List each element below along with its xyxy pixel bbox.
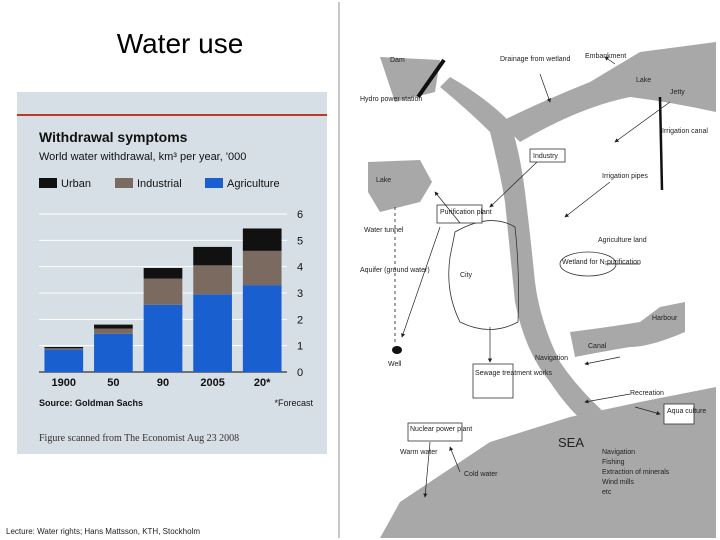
withdrawal-chart: Withdrawal symptoms World water withdraw… xyxy=(17,92,327,454)
sea-use-item: etc xyxy=(602,489,612,496)
label-sea: SEA xyxy=(558,435,584,450)
label-jetty: Jetty xyxy=(670,89,685,96)
label-wetland: Wetland for N-purification xyxy=(562,259,641,266)
bar-agriculture-90 xyxy=(143,304,183,372)
label-nuclear: Nuclear power plant xyxy=(410,426,472,433)
label-hydro: Hydro power station xyxy=(360,96,422,103)
label-recreation: Recreation xyxy=(630,390,664,397)
label-drainage: Drainage from wetland xyxy=(500,56,571,63)
left-lake xyxy=(368,160,432,212)
chart-bars xyxy=(44,228,282,372)
label-aquifer: Aquifer (ground water) xyxy=(360,267,430,274)
legend-swatch-industrial xyxy=(115,178,133,188)
well-marker xyxy=(392,346,402,354)
y-tick-label: 0 xyxy=(297,367,303,379)
legend-swatch-agriculture xyxy=(205,178,223,188)
legend-label-urban: Urban xyxy=(61,178,91,190)
bar-industrial-20* xyxy=(242,250,282,286)
sea-use-item: Extraction of minerals xyxy=(602,469,670,476)
chart-legend: Urban Industrial Agriculture xyxy=(39,178,280,190)
x-tick-label: 90 xyxy=(157,377,169,389)
label-irrigation-pipes: Irrigation pipes xyxy=(602,173,648,180)
chart-x-ticks: 1900 50 90 2005 20* xyxy=(52,377,272,389)
sea-use-item: Fishing xyxy=(602,459,625,466)
slide-footer: Lecture: Water rights; Hans Mattsson, KT… xyxy=(6,527,200,536)
river-branch-top xyxy=(500,42,716,142)
label-canal: Canal xyxy=(588,343,607,350)
y-tick-label: 6 xyxy=(297,209,303,221)
bar-industrial-1900 xyxy=(44,348,84,350)
dam-lake xyxy=(380,57,440,102)
x-tick-label: 20* xyxy=(254,377,271,389)
label-sewage: Sewage treatment works xyxy=(475,370,553,377)
figure-caption: Figure scanned from The Economist Aug 23… xyxy=(39,433,240,444)
y-tick-label: 4 xyxy=(297,262,303,274)
x-tick-label: 1900 xyxy=(52,377,76,389)
chart-footnote: *Forecast xyxy=(274,398,313,408)
bar-urban-1900 xyxy=(44,346,84,349)
bar-agriculture-50 xyxy=(94,333,133,372)
bar-industrial-90 xyxy=(143,278,183,305)
bar-industrial-50 xyxy=(94,328,133,334)
label-water-tunnel: Water tunnel xyxy=(364,227,404,234)
label-warm-water: Warm water xyxy=(400,449,438,456)
legend-label-industrial: Industrial xyxy=(137,178,182,190)
chart-subtitle: World water withdrawal, km³ per year, '0… xyxy=(39,151,246,163)
chart-y-ticks: 0 1 2 3 4 5 6 xyxy=(297,209,303,379)
label-lake-left: Lake xyxy=(376,177,391,184)
label-navigation-mid: Navigation xyxy=(535,355,568,362)
y-tick-label: 1 xyxy=(297,341,303,353)
sea-area xyxy=(380,387,716,538)
label-lake-top: Lake xyxy=(636,77,651,84)
bar-urban-20* xyxy=(242,228,282,251)
label-purification: Purification plant xyxy=(440,209,492,216)
sea-uses-list: Navigation Fishing Extraction of minerals W… xyxy=(602,449,670,496)
chart-source: Source: Goldman Sachs xyxy=(39,398,143,408)
harbour-channel xyxy=(570,302,685,357)
water-use-diagram-panel: Dam Drainage from wetland Embankment Lak… xyxy=(338,2,718,538)
bar-urban-2005 xyxy=(193,246,232,266)
x-tick-label: 50 xyxy=(107,377,119,389)
legend-label-agriculture: Agriculture xyxy=(227,178,280,190)
city-outline xyxy=(448,220,519,330)
label-city: City xyxy=(460,272,473,279)
label-harbour: Harbour xyxy=(652,315,678,322)
y-tick-label: 5 xyxy=(297,235,303,247)
water-use-diagram: Dam Drainage from wetland Embankment Lak… xyxy=(360,42,716,538)
label-cold-water: Cold water xyxy=(464,471,498,478)
y-tick-label: 2 xyxy=(297,314,303,326)
bar-industrial-2005 xyxy=(193,265,232,295)
label-well: Well xyxy=(388,361,402,368)
y-tick-label: 3 xyxy=(297,288,303,300)
bar-agriculture-2005 xyxy=(193,294,232,372)
label-industry: Industry xyxy=(533,153,558,160)
x-tick-label: 2005 xyxy=(200,377,224,389)
label-embankment: Embankment xyxy=(585,53,626,60)
sea-use-item: Navigation xyxy=(602,449,635,456)
label-agriculture-land: Agriculture land xyxy=(598,237,647,244)
bar-urban-50 xyxy=(94,324,133,329)
label-aqua: Aqua culture xyxy=(667,408,706,415)
chart-title: Withdrawal symptoms xyxy=(39,129,188,145)
legend-swatch-urban xyxy=(39,178,57,188)
bar-urban-90 xyxy=(143,267,183,279)
label-irrigation-canal: Irrigation canal xyxy=(662,128,708,135)
chart-panel: Withdrawal symptoms World water withdraw… xyxy=(17,92,327,454)
river xyxy=(440,77,615,427)
label-dam: Dam xyxy=(390,57,405,64)
slide-title: Water use xyxy=(116,28,244,59)
bar-agriculture-1900 xyxy=(44,349,84,372)
bar-agriculture-20* xyxy=(242,285,282,372)
sea-use-item: Wind mills xyxy=(602,479,634,486)
